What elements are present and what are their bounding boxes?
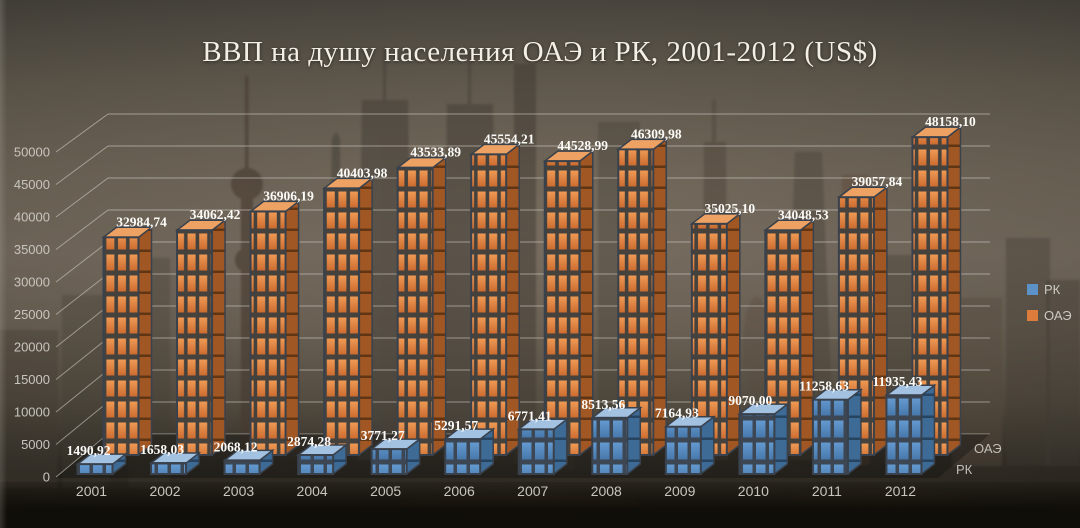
value-label-rk: 1490,92	[67, 443, 111, 458]
grid-diagonal	[55, 305, 109, 348]
x-axis-year-label: 2007	[517, 483, 548, 499]
value-label-rk: 1658,03	[140, 442, 184, 457]
value-label-rk: 9070,00	[728, 393, 772, 408]
legend-item-rk: РК	[1027, 282, 1072, 297]
y-axis-tick-label: 30000	[14, 275, 50, 290]
x-axis-year-label: 2003	[223, 483, 254, 499]
bar-oae-2001	[101, 225, 154, 457]
bar-oae-2012	[910, 125, 963, 457]
value-label-oae: 43533,89	[410, 145, 461, 160]
grid-diagonal	[55, 209, 109, 250]
x-axis-year-label: 2001	[76, 483, 107, 499]
y-axis-tick-label: 20000	[14, 340, 50, 355]
grid-diagonal	[55, 273, 109, 315]
y-axis-tick-label: 5000	[21, 437, 50, 452]
value-label-rk: 3771,27	[361, 428, 405, 443]
y-axis-tick-label: 45000	[14, 177, 50, 192]
bar-rk-2011	[810, 388, 864, 476]
y-axis-tick-label: 10000	[14, 405, 50, 420]
bar-rk-2001	[75, 452, 128, 476]
legend-label-oae: ОАЭ	[1044, 308, 1072, 323]
bar-rk-2007	[516, 417, 569, 476]
y-axis-tick-label: 15000	[14, 372, 50, 387]
y-axis-tick-label: 50000	[14, 145, 50, 160]
x-axis-year-label: 2005	[370, 483, 401, 499]
grid-diagonal	[55, 145, 109, 185]
value-label-rk: 6771,41	[508, 408, 552, 423]
value-label-rk: 2068,12	[214, 439, 258, 454]
axis-and-labels: 0 5000 10000 15000 20000 25000 30000 35000 40000…	[14, 114, 976, 499]
x-axis-year-label: 2012	[885, 483, 916, 499]
bar-rk-2002	[148, 451, 202, 476]
bar-rk-2012	[884, 383, 937, 476]
value-label-oae: 34062,42	[190, 207, 241, 222]
legend-label-rk: РК	[1044, 282, 1061, 297]
bar-oae-2009	[689, 212, 743, 457]
x-axis-year-label: 2011	[812, 483, 842, 499]
y-axis-tick-label: 25000	[14, 307, 50, 322]
bar-rk-2009	[663, 415, 717, 476]
x-axis-year-label: 2009	[664, 483, 695, 499]
chart-title: ВВП на душу населения ОАЭ и РК, 2001-201…	[202, 36, 878, 68]
value-label-oae: 39057,84	[852, 174, 903, 189]
value-label-oae: 32984,74	[116, 214, 167, 229]
value-label-oae: 40403,98	[337, 165, 388, 180]
bar-oae-2003	[248, 199, 301, 457]
bar-oae-2004	[321, 176, 375, 457]
x-axis-year-label: 2004	[297, 483, 328, 499]
depth-axis-label-oae: ОАЭ	[974, 441, 1002, 456]
bar-rk-2005	[369, 437, 422, 476]
bar-rk-2010	[737, 402, 790, 476]
value-label-rk: 5291,57	[434, 418, 478, 433]
bars	[75, 125, 963, 476]
legend-item-oae: ОАЭ	[1027, 308, 1072, 323]
bar-oae-2008	[616, 137, 669, 457]
value-label-oae: 46309,98	[631, 126, 682, 141]
bar-oae-2006	[468, 142, 522, 457]
legend-swatch-oae-icon	[1027, 310, 1038, 321]
bar-rk-2006	[442, 427, 496, 476]
x-axis-year-label: 2002	[149, 483, 180, 499]
value-label-oae: 45554,21	[484, 131, 535, 146]
value-label-oae: 35025,10	[705, 201, 756, 216]
value-label-rk: 7164,93	[655, 406, 699, 421]
value-label-rk: 8513,56	[581, 397, 625, 412]
value-label-rk: 11258,63	[799, 379, 849, 394]
x-axis-year-label: 2010	[738, 483, 769, 499]
x-axis-year-label: 2006	[444, 483, 475, 499]
waterline-shadow	[0, 482, 1080, 528]
legend-swatch-rk-icon	[1027, 284, 1038, 295]
x-axis-year-label: 2008	[591, 483, 622, 499]
grid-diagonal	[55, 433, 109, 478]
bar-rk-2003	[222, 448, 275, 476]
grid-diagonal	[55, 337, 109, 380]
legend: РК ОАЭ	[1027, 282, 1072, 323]
bar-rk-2004	[295, 443, 349, 476]
grid-diagonal	[55, 113, 109, 153]
grid-diagonal	[55, 177, 109, 218]
y-axis-tick-label: 35000	[14, 242, 50, 257]
depth-axis-label-rk: РК	[956, 462, 973, 477]
y-axis-tick-label: 0	[43, 470, 50, 485]
left-edge-highlight	[0, 0, 7, 528]
bar-oae-2005	[395, 156, 448, 457]
value-label-oae: 44528,99	[557, 138, 608, 153]
value-label-oae: 48158,10	[925, 114, 976, 129]
grid-diagonal	[55, 369, 109, 413]
bar-rk-2008	[590, 406, 643, 476]
bar-oae-2002	[174, 218, 228, 457]
value-label-oae: 36906,19	[263, 188, 314, 203]
y-axis-tick-label: 40000	[14, 210, 50, 225]
grid-diagonal	[55, 241, 109, 283]
value-label-rk: 11935,43	[872, 374, 922, 389]
grid-diagonal	[55, 401, 109, 445]
value-label-rk: 2874,28	[287, 434, 331, 449]
value-label-oae: 34048,53	[778, 207, 829, 222]
